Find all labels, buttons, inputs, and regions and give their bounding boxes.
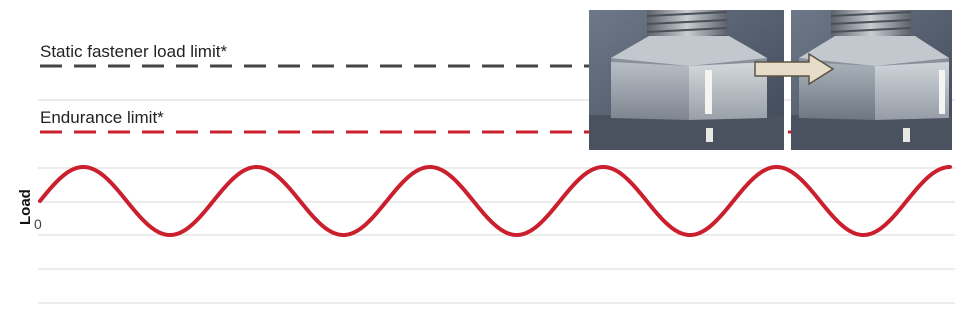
static-limit-label: Static fastener load limit* <box>40 42 227 61</box>
load-sine-wave <box>38 164 952 238</box>
arrow-right-icon <box>754 52 835 86</box>
origin-label: 0 <box>34 216 42 232</box>
endurance-limit-label: Endurance limit* <box>40 108 164 127</box>
nut-loosened-photo <box>791 10 952 150</box>
y-axis-label: Load <box>17 189 34 225</box>
nut-tight-photo <box>589 10 784 150</box>
